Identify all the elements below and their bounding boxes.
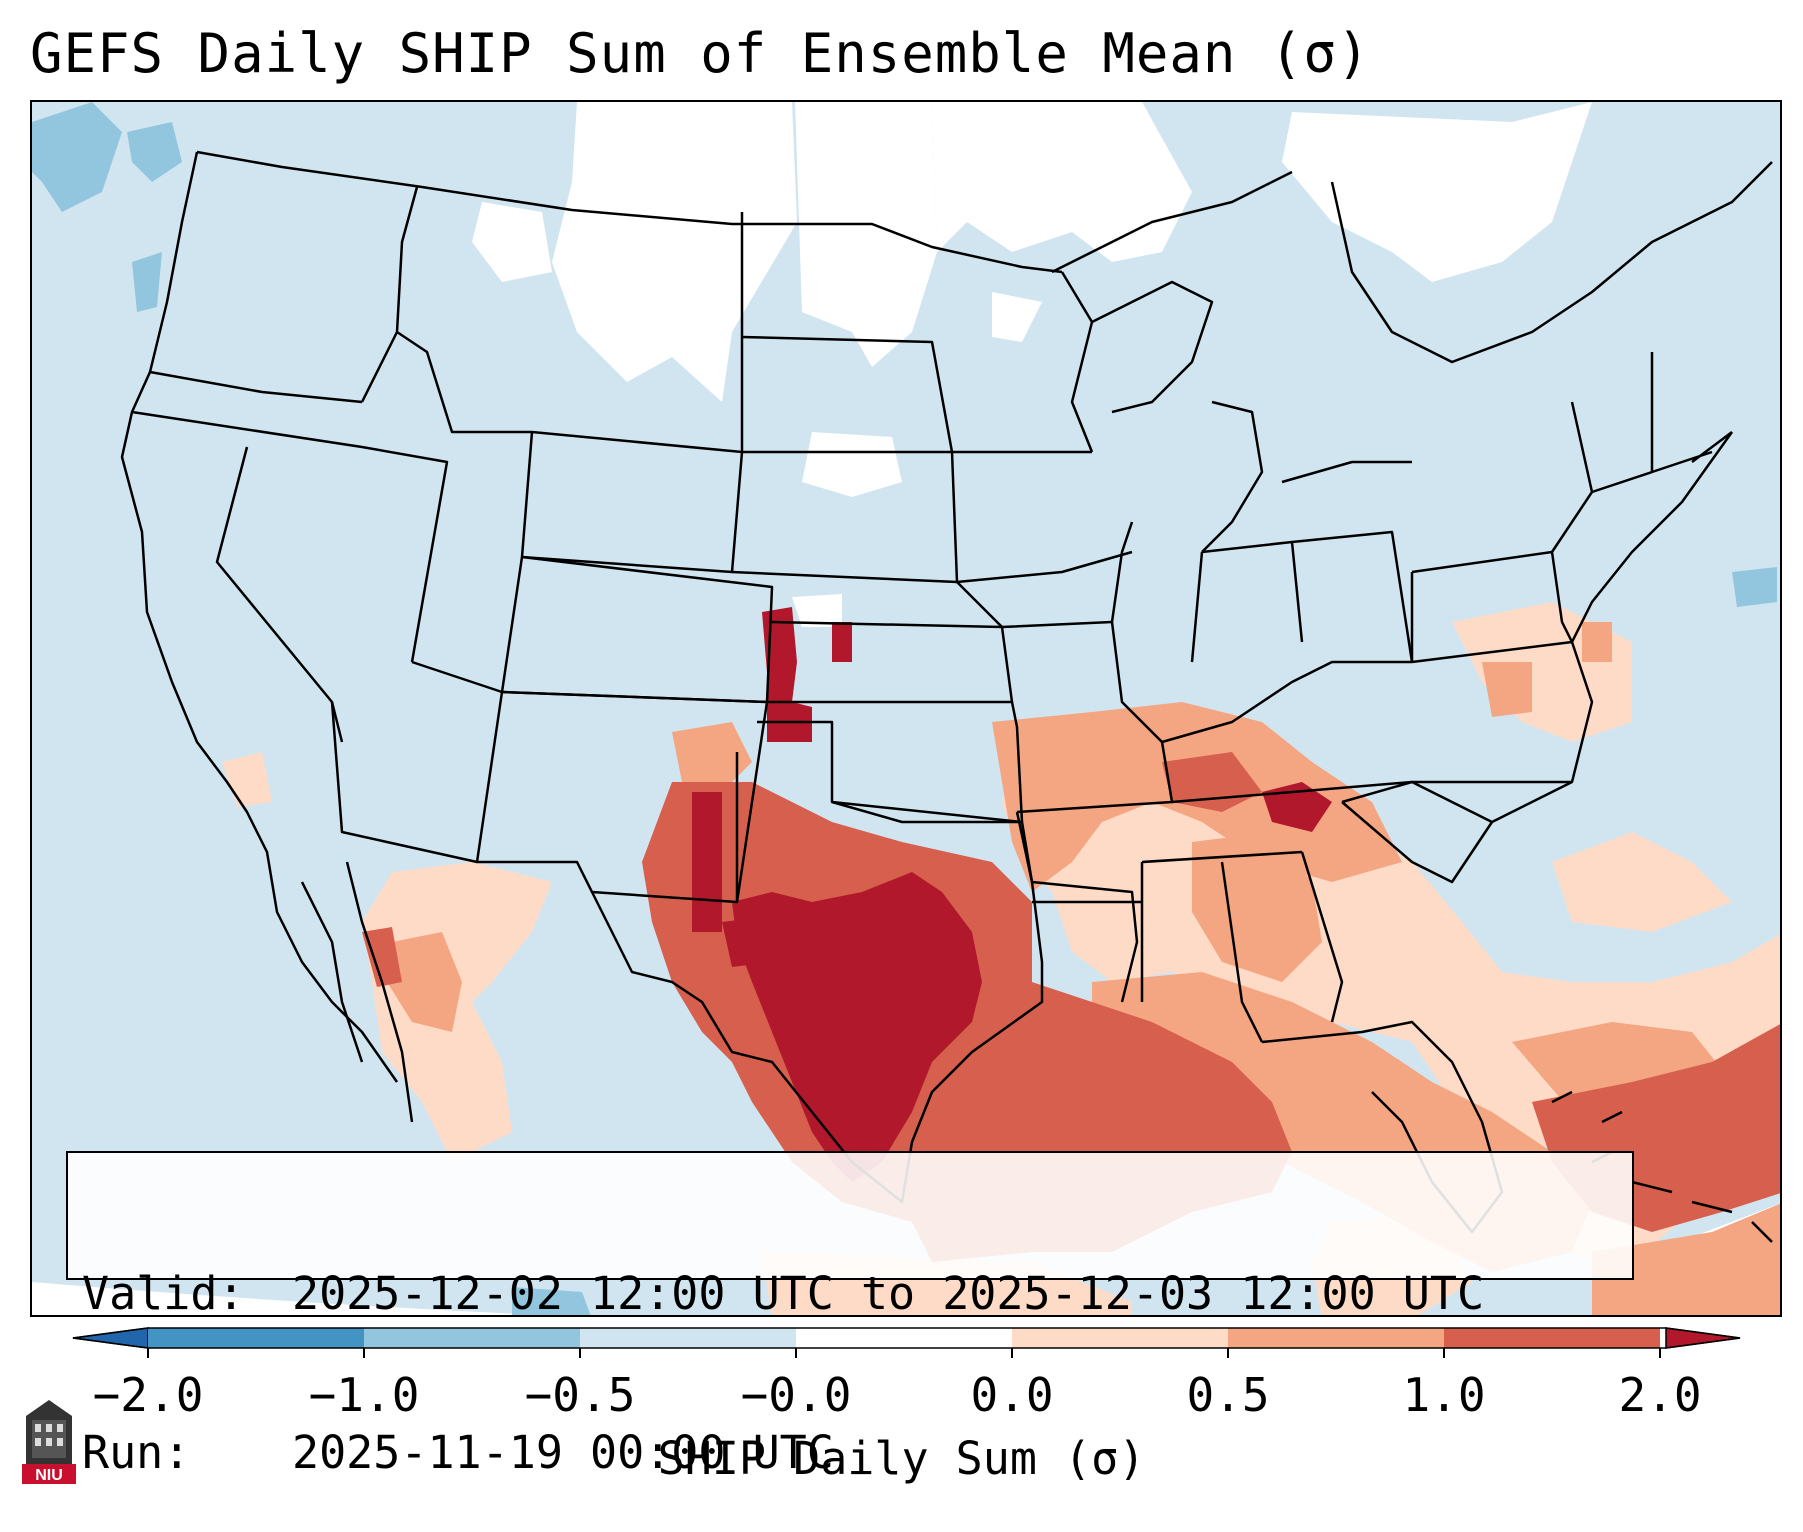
positive-anomaly-extreme [692,607,1332,1182]
colorbar-tick-label: −2.0 [92,1368,204,1422]
colorbar [72,1327,1741,1358]
colorbar-segment [364,1328,580,1348]
map-title: GEFS Daily SHIP Sum of Ensemble Mean (σ) [30,22,1371,85]
colorbar-tick-label: 1.0 [1402,1368,1486,1422]
valid-row: Valid: 2025-12-02 12:00 UTC to 2025-12-0… [82,1267,1632,1320]
run-row: Run: 2025-11-19 00:00 UTC [82,1426,1632,1479]
validity-info-box: Valid: 2025-12-02 12:00 UTC to 2025-12-0… [66,1151,1634,1479]
niu-logo: NIU [22,1400,76,1484]
colorbar-tick-label: −0.5 [524,1368,636,1422]
colorbar-segment [796,1328,1012,1348]
colorbar-extend-max [1665,1327,1741,1349]
run-value: 2025-11-19 00:00 UTC [292,1426,834,1479]
map-canvas [32,102,1780,1315]
colorbar-segment [1012,1328,1228,1348]
negative-anomaly-field [32,102,1777,1315]
colorbar-segment [1444,1328,1660,1348]
colorbar-extend-min [72,1327,149,1349]
logo-text: NIU [35,1467,63,1484]
colorbar-tick-label: 2.0 [1618,1368,1702,1422]
colorbar-tick-label: −0.0 [740,1368,852,1422]
colorbar-tick-label: 0.5 [1186,1368,1270,1422]
colorbar-label: SHIP Daily Sum (σ) [657,1432,1146,1485]
colorbar-tick-label: 0.0 [970,1368,1054,1422]
run-label: Run: [82,1426,191,1479]
colorbar-segment [148,1328,364,1348]
map-panel[interactable] [30,100,1782,1317]
valid-label: Valid: [82,1267,245,1320]
colorbar-segment [1228,1328,1444,1348]
colorbar-segment [580,1328,796,1348]
valid-value: 2025-12-02 12:00 UTC to 2025-12-03 12:00… [292,1267,1485,1320]
state-borders [120,150,1773,1243]
colorbar-tick-label: −1.0 [308,1368,420,1422]
